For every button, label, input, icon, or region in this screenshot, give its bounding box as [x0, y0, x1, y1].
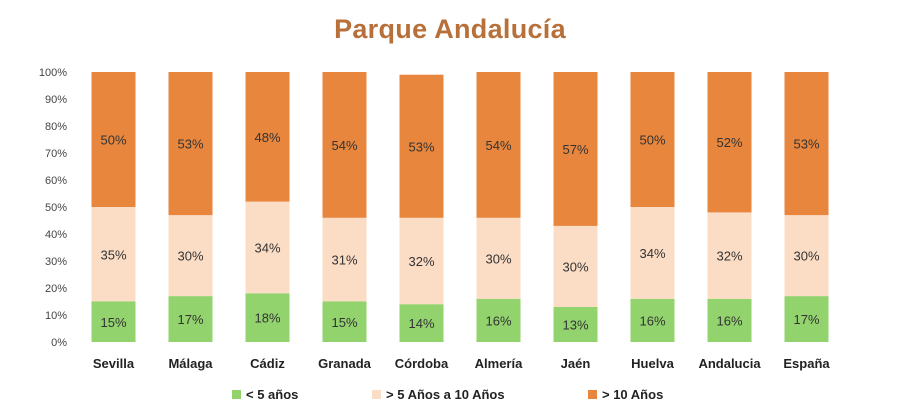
y-tick-label: 80% — [45, 121, 67, 133]
x-tick-label: Almería — [475, 356, 523, 371]
x-tick-label: Cádiz — [250, 356, 285, 371]
bar-segment — [245, 72, 290, 202]
data-label: 53% — [793, 137, 819, 152]
bar-segment — [553, 225, 598, 307]
bar-segment — [322, 217, 367, 302]
bar-segment — [168, 215, 213, 297]
data-label: 57% — [562, 142, 588, 157]
legend-entry: > 10 Años — [602, 387, 663, 402]
y-tick-label: 90% — [45, 94, 67, 106]
data-label: 32% — [716, 249, 742, 264]
chart-title: Parque Andalucía — [334, 14, 566, 44]
data-label: 30% — [793, 249, 819, 264]
y-tick-label: 60% — [45, 175, 67, 187]
data-label: 48% — [254, 130, 280, 145]
y-tick-label: 20% — [45, 283, 67, 295]
bar-segment — [399, 74, 444, 218]
bar-segment — [476, 217, 521, 299]
bar-segment — [784, 215, 829, 297]
bar-segment — [630, 72, 675, 207]
bar-segment — [322, 301, 367, 342]
bar-segment — [630, 207, 675, 299]
y-tick-label: 30% — [45, 256, 67, 268]
data-label: 18% — [254, 311, 280, 326]
bar-segment — [322, 72, 367, 218]
data-label: 15% — [331, 315, 357, 330]
x-tick-label: Granada — [318, 356, 372, 371]
data-label: 52% — [716, 135, 742, 150]
bar-segment — [168, 72, 213, 216]
data-label: 17% — [793, 312, 819, 327]
data-label: 54% — [331, 138, 357, 153]
legend-swatch — [372, 390, 381, 399]
x-tick-label: Córdoba — [395, 356, 449, 371]
bar-segment — [245, 201, 290, 294]
bar-segment — [399, 217, 444, 305]
legend-entry: < 5 años — [246, 387, 298, 402]
x-tick-label: Jaén — [561, 356, 591, 371]
y-tick-label: 70% — [45, 148, 67, 160]
data-label: 34% — [639, 246, 665, 261]
data-label: 16% — [485, 313, 511, 328]
data-label: 15% — [100, 315, 126, 330]
data-label: 30% — [562, 259, 588, 274]
data-label: 30% — [485, 251, 511, 266]
data-label: 35% — [100, 247, 126, 262]
y-tick-label: 10% — [45, 310, 67, 322]
legend-swatch — [232, 390, 241, 399]
data-label: 32% — [408, 254, 434, 269]
data-label: 31% — [331, 253, 357, 268]
bar-segment — [91, 72, 136, 207]
data-label: 34% — [254, 241, 280, 256]
data-label: 50% — [100, 133, 126, 148]
bar-segment — [784, 72, 829, 216]
data-label: 30% — [177, 249, 203, 264]
bar-segment — [553, 306, 598, 342]
y-tick-label: 50% — [45, 202, 67, 214]
x-tick-label: Málaga — [168, 356, 213, 371]
bar-segment — [399, 304, 444, 342]
x-tick-label: España — [783, 356, 830, 371]
bar-segment — [707, 212, 752, 299]
data-label: 53% — [177, 137, 203, 152]
x-tick-label: Andalucia — [698, 356, 761, 371]
data-label: 13% — [562, 317, 588, 332]
bar-segment — [707, 72, 752, 213]
x-tick-label: Huelva — [631, 356, 674, 371]
bar-segment — [91, 301, 136, 342]
bar-segment — [476, 298, 521, 342]
data-label: 17% — [177, 312, 203, 327]
data-label: 14% — [408, 316, 434, 331]
bar-segment — [707, 298, 752, 342]
bar-segment — [245, 293, 290, 342]
bar-segment — [476, 72, 521, 218]
data-label: 50% — [639, 133, 665, 148]
legend-swatch — [588, 390, 597, 399]
y-tick-label: 40% — [45, 229, 67, 241]
data-label: 53% — [408, 139, 434, 154]
bar-segment — [784, 296, 829, 342]
x-tick-label: Sevilla — [93, 356, 135, 371]
bar-segment — [630, 298, 675, 342]
bar-segment — [168, 296, 213, 342]
y-tick-label: 0% — [51, 337, 67, 349]
legend-entry: > 5 Años a 10 Años — [386, 387, 505, 402]
data-label: 16% — [716, 313, 742, 328]
bar-segment — [91, 207, 136, 302]
y-tick-label: 100% — [39, 67, 67, 79]
bar-segment — [553, 72, 598, 226]
data-label: 16% — [639, 313, 665, 328]
data-label: 54% — [485, 138, 511, 153]
